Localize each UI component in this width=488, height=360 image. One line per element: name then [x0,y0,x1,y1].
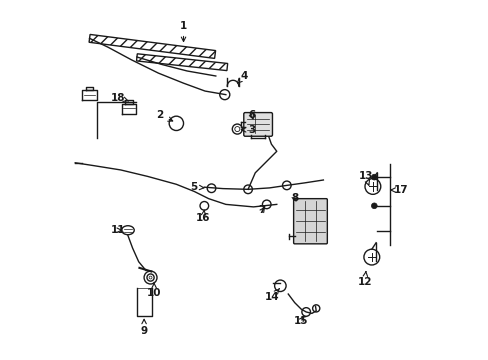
Text: 11: 11 [111,225,125,235]
Text: 3: 3 [241,125,255,135]
Text: 18: 18 [111,93,128,103]
Text: 2: 2 [156,111,172,121]
FancyBboxPatch shape [293,199,326,244]
Text: 7: 7 [258,206,265,216]
Text: 12: 12 [357,271,371,287]
Text: 10: 10 [146,282,161,298]
Circle shape [371,174,376,180]
Text: 13: 13 [358,171,372,185]
Circle shape [371,203,376,209]
FancyBboxPatch shape [244,113,272,136]
Text: 9: 9 [140,319,147,336]
Text: 1: 1 [180,21,187,41]
Text: 5: 5 [190,182,203,192]
Text: 14: 14 [264,289,279,302]
Text: 8: 8 [290,193,298,203]
Text: 6: 6 [247,111,255,121]
Text: 15: 15 [293,316,308,325]
Text: 16: 16 [196,210,210,222]
Text: 4: 4 [237,71,248,83]
Text: 17: 17 [390,185,408,195]
